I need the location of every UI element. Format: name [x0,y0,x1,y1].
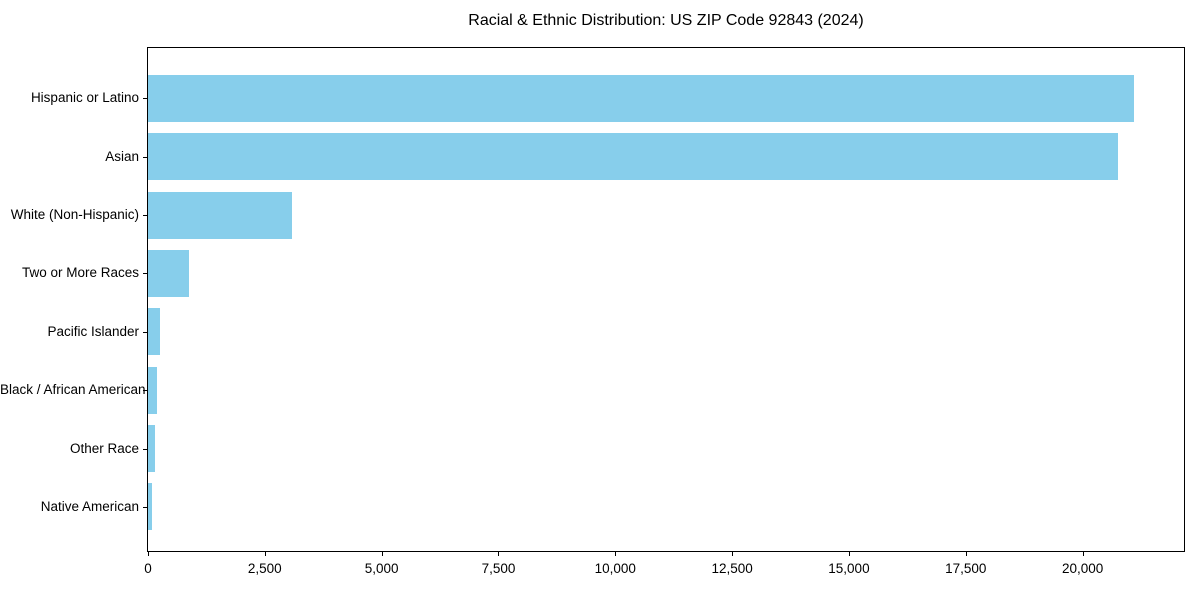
chart-title: Racial & Ethnic Distribution: US ZIP Cod… [468,12,864,29]
x-tick-mark [615,552,617,556]
y-tick-mark [143,506,147,508]
y-tick-label: Asian [105,148,139,164]
bar-hispanic-or-latino [148,74,1134,122]
x-tick-label: 10,000 [594,561,636,576]
x-tick-mark [381,552,383,556]
y-tick-mark [143,156,147,158]
x-tick-label: 20,000 [1061,561,1104,576]
x-tick-label: 15,000 [828,561,870,576]
y-tick-label: White (Non-Hispanic) [10,207,139,223]
x-tick-mark [965,552,967,556]
plot-area [147,47,1185,552]
bar-black-african-american [148,366,158,414]
x-tick-mark [264,552,266,556]
y-tick-mark [143,273,147,275]
y-tick-mark [143,390,147,392]
bar-pacific-islander [148,308,161,356]
y-tick-mark [143,448,147,450]
bar-other-race [148,425,155,472]
y-tick-mark [143,215,147,217]
bar-two-or-more-races [148,249,189,297]
y-tick-label: Two or More Races [21,265,139,281]
x-tick-mark [148,552,149,556]
y-tick-label: Black / African American [0,382,146,398]
y-tick-label: Other Race [69,440,139,456]
y-tick-mark [143,331,147,333]
x-tick-mark [848,552,850,556]
x-tick-label: 2,500 [247,561,282,576]
y-tick-label: Native American [40,498,139,514]
x-tick-label: 7,500 [481,561,516,576]
x-tick-label: 12,500 [711,561,753,576]
x-tick-label: 5,000 [364,561,399,576]
x-tick-label: 17,500 [945,561,987,576]
x-tick-mark [1082,552,1084,556]
bar-native-american [148,483,153,531]
bar-white-non-hispanic [148,191,293,239]
x-tick-mark [498,552,500,556]
y-tick-mark [143,98,147,100]
bar-asian [148,133,1119,181]
x-tick-mark [732,552,734,556]
y-tick-label: Pacific Islander [47,323,139,339]
x-tick-label: 0 [144,561,152,576]
y-tick-label: Hispanic or Latino [30,90,139,106]
